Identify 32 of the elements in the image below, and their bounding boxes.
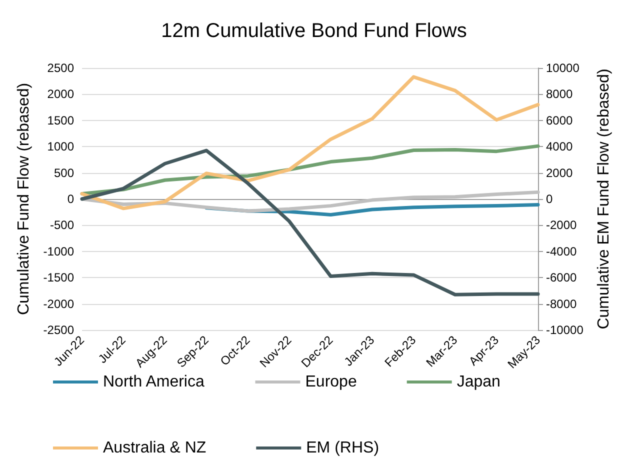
y2-axis-title: Cumulative EM Fund Flow (rebased)	[596, 68, 612, 330]
legend-label: North America	[103, 374, 204, 390]
legend-label: EM (RHS)	[306, 440, 380, 456]
y-tick-label: 1000	[47, 140, 74, 154]
legend-label: Japan	[456, 374, 500, 390]
y-tick-label: -1000	[43, 244, 74, 258]
y2-tick-label: -4000	[546, 244, 578, 258]
y2-tick-label: -10000	[546, 323, 584, 337]
line-series	[80, 75, 540, 210]
y2-tick-label: 6000	[546, 113, 574, 128]
y2-tick-label: -2000	[546, 218, 578, 232]
y-tick-label: -500	[50, 218, 74, 232]
y-tick-label: 0	[67, 192, 74, 206]
y-tick-label: -2500	[43, 323, 74, 337]
y2-tick-label: 2000	[546, 166, 574, 180]
y-tick-label: 500	[54, 166, 74, 180]
legend-label: Australia & NZ	[103, 440, 206, 456]
y2-tick-label: 4000	[546, 140, 574, 154]
y-tick-label: -2000	[43, 296, 74, 311]
line-series	[80, 148, 540, 296]
y-tick-label: 2500	[47, 61, 74, 75]
chart-title: 12m Cumulative Bond Fund Flows	[161, 20, 467, 42]
y-tick-label: 1500	[47, 113, 74, 128]
y-tick-label: 2000	[47, 87, 74, 102]
y2-tick-label: 8000	[546, 87, 574, 102]
y-axis-title: Cumulative Fund Flow (rebased)	[16, 82, 32, 316]
y2-tick-label: 10000	[546, 61, 580, 75]
legend-label: Europe	[305, 374, 357, 390]
y2-tick-label: -8000	[546, 296, 578, 311]
y2-tick-label: -6000	[546, 270, 578, 285]
y2-tick-label: 0	[546, 192, 553, 206]
y-tick-label: -1500	[43, 270, 74, 285]
